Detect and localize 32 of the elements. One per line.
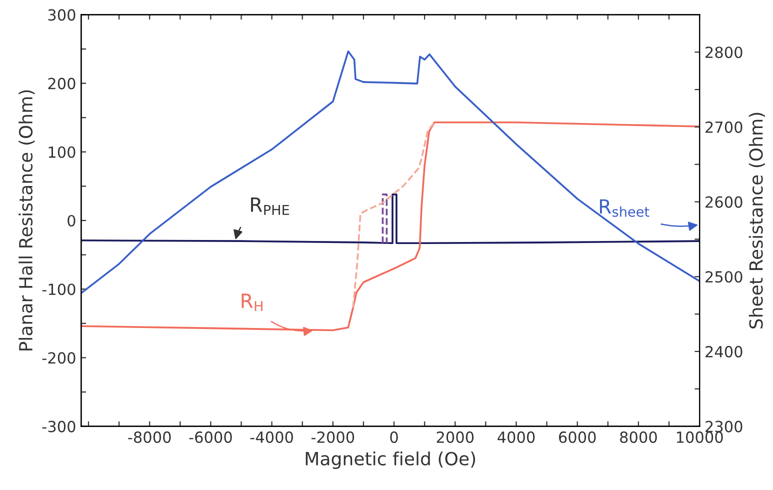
x-tick-label: -4000: [250, 431, 293, 443]
y-axis-title: Planar Hall Resistance (Ohm): [18, 90, 35, 350]
y2-tick-label: 2500: [706, 271, 742, 283]
line-series: [352, 121, 436, 309]
y2-tick-label: 2700: [706, 121, 742, 133]
annotation: R$_{sheet}$: [600, 199, 650, 217]
annotation: R$_{PHE}$: [251, 198, 290, 215]
y-tick-label: 100: [48, 146, 76, 158]
y-tick-label: 300: [48, 9, 76, 21]
y-tick-label: -300: [42, 420, 76, 432]
y-tick-label: 0: [68, 214, 76, 227]
y2-tick-label: 2300: [706, 420, 742, 432]
x-tick-label: 10000: [676, 431, 723, 443]
y2-tick-label: 2400: [706, 346, 742, 358]
y2-tick-label: 2600: [706, 196, 742, 208]
x-tick-label: 2000: [436, 431, 474, 443]
y2-tick-label: 2800: [706, 46, 742, 58]
x-axis-title: Magnetic field (Oe): [306, 452, 476, 469]
y2-axis-title: Sheet Resistance (Ohm): [748, 112, 765, 328]
y-tick-label: 200: [48, 78, 76, 90]
y-tick-label: -100: [42, 284, 76, 296]
line-series: [81, 50, 700, 294]
x-tick-label: -6000: [189, 431, 232, 443]
y-tick-label: -200: [42, 352, 76, 364]
x-tick-label: 8000: [620, 431, 657, 443]
line-series: [81, 194, 700, 244]
annotation: R$_{H}$: [242, 294, 262, 312]
x-tick-label: 0: [390, 431, 398, 443]
x-tick-label: -2000: [311, 431, 354, 443]
x-tick-label: 6000: [558, 431, 596, 443]
x-tick-label: -8000: [128, 431, 171, 443]
x-tick-label: 4000: [498, 431, 535, 443]
